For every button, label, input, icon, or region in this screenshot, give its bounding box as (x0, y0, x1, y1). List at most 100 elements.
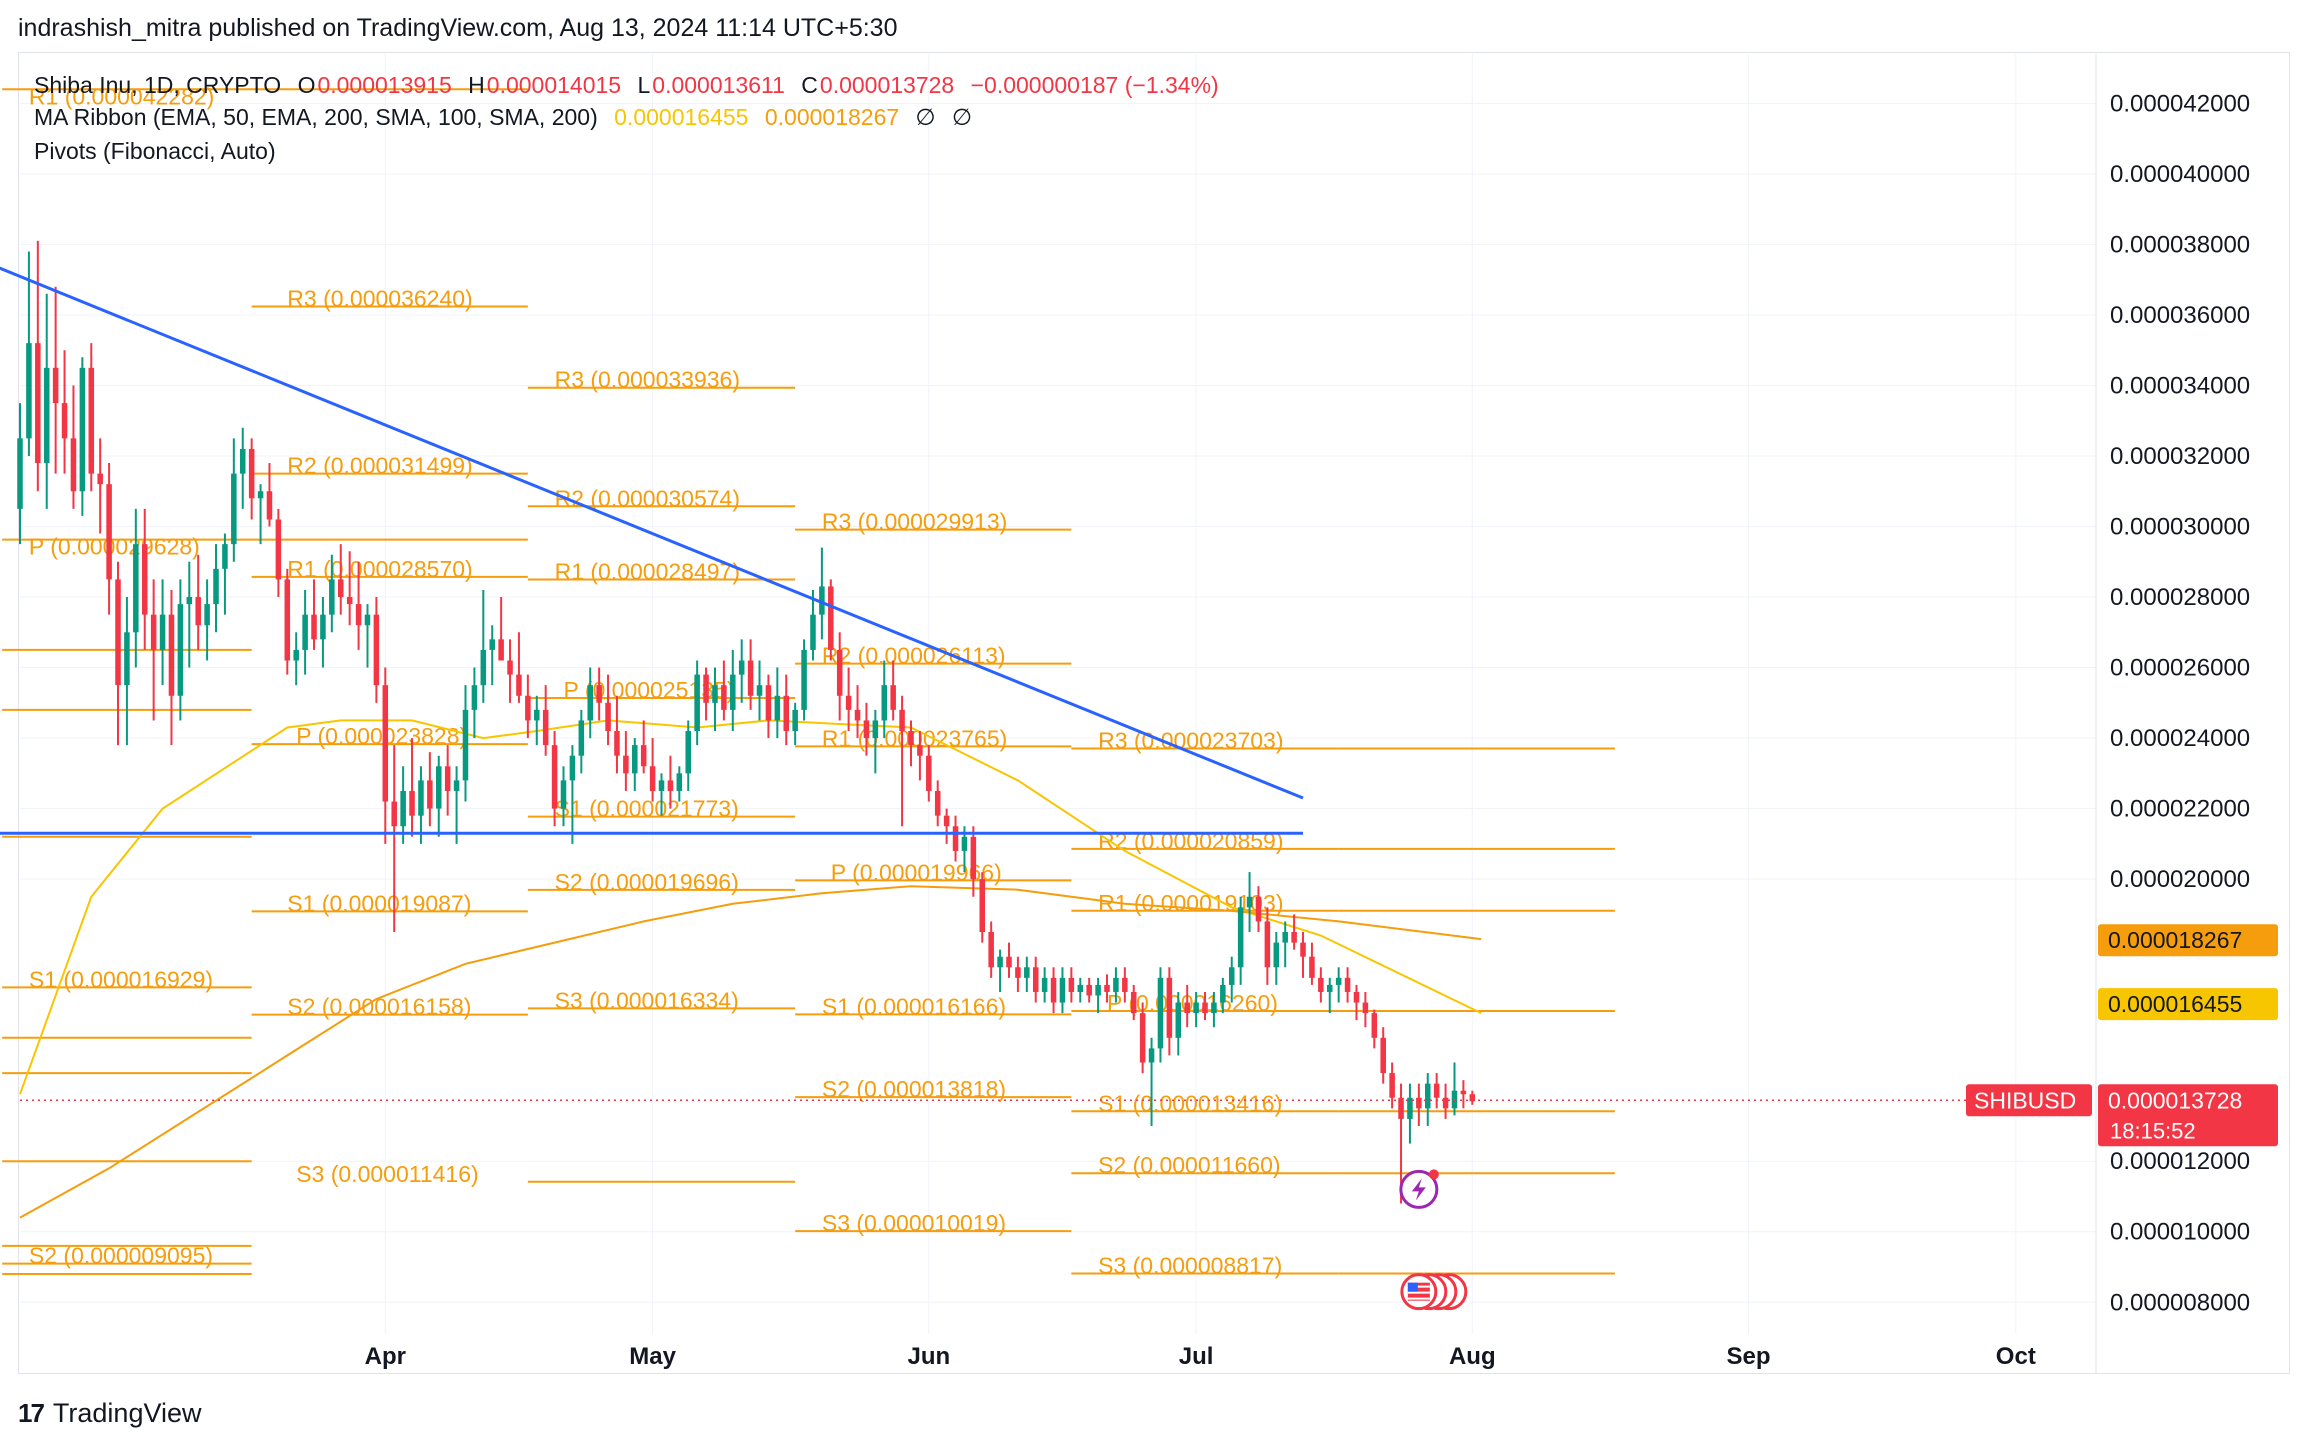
x-tick-label: Jul (1179, 1343, 1214, 1370)
candle-body (854, 709, 861, 721)
candle-body (1291, 932, 1297, 943)
y-tick-label: 0.000020000 (2110, 866, 2250, 893)
us-flag-economic-event-icon[interactable] (1400, 1273, 1468, 1311)
y-tick-label: 0.000010000 (2110, 1219, 2250, 1246)
y-tick-label: 0.000012000 (2110, 1148, 2250, 1175)
candle-body (1202, 1002, 1208, 1014)
candle-body (168, 614, 175, 696)
pivot-level-label: S2 (0.000011660) (1098, 1152, 1280, 1178)
candle-body (551, 745, 558, 809)
candle-body (195, 597, 201, 626)
candle-body (765, 685, 772, 721)
y-tick-label: 0.000038000 (2110, 231, 2250, 258)
candle-body (489, 639, 495, 650)
candle-body (239, 448, 246, 474)
candle-body (1326, 984, 1333, 992)
candle-body (845, 695, 852, 710)
tradingview-footer[interactable]: 17 TradingView (18, 1398, 202, 1429)
lightning-dot (1428, 1169, 1439, 1180)
ma-value-ema200: 0.000018267 (764, 104, 900, 130)
candle-body (1050, 977, 1057, 1003)
candle-body (1184, 1002, 1190, 1014)
candle-body (1157, 977, 1164, 1049)
legend-ma-ribbon[interactable]: MA Ribbon (EMA, 50, EMA, 200, SMA, 100, … (34, 104, 982, 131)
candle-body (694, 674, 700, 732)
ma-ribbon (19, 719, 1482, 1219)
legend-pivots[interactable]: Pivots (Fibonacci, Auto) (34, 138, 286, 165)
candle-body (1389, 1073, 1395, 1098)
candle-body (863, 720, 870, 739)
candle-body (1318, 977, 1324, 992)
legend-change: −0.000000187 (−1.34%) (970, 72, 1219, 98)
candle-body (783, 695, 790, 732)
candle-body (177, 604, 184, 696)
y-tick-label: 0.000008000 (2110, 1289, 2250, 1316)
candle-body (1032, 967, 1039, 992)
candle-body (747, 660, 754, 696)
ema50-line (19, 719, 1482, 1095)
candle-body (1059, 977, 1066, 1003)
x-tick-label: Aug (1449, 1343, 1496, 1370)
pivot-level-label: S1 (0.000019087) (287, 890, 471, 916)
candle-body (17, 438, 23, 509)
lightning-event-icon[interactable] (1399, 1169, 1439, 1209)
candle-body (1255, 896, 1262, 922)
candle-body (329, 579, 335, 615)
candle-body (534, 709, 540, 721)
candle-body (1362, 1002, 1369, 1014)
y-tick-label: 0.000036000 (2110, 302, 2250, 329)
candle-body (115, 579, 121, 686)
candle-body (159, 614, 166, 650)
candle-body (979, 879, 986, 933)
candle-body (373, 614, 380, 686)
candle-body (1335, 977, 1342, 985)
candle-body (658, 780, 665, 791)
pivot-level-label: R1 (0.000028497) (555, 559, 740, 585)
candle-body (1041, 977, 1048, 992)
publisher-line: indrashish_mitra published on TradingVie… (18, 14, 898, 42)
ema200-line (19, 885, 1482, 1219)
candle-body (649, 766, 656, 791)
y-tick-label: 0.000028000 (2110, 584, 2250, 611)
y-tick-label: 0.000032000 (2110, 443, 2250, 470)
candle-body (632, 745, 638, 774)
candle-body (756, 685, 763, 696)
pivot-level-label: S2 (0.000013818) (822, 1076, 1006, 1102)
x-tick-label: Oct (1996, 1343, 2036, 1370)
candle-body (1175, 1002, 1182, 1038)
pivot-level-label: S2 (0.000019696) (555, 869, 739, 895)
candle-body (1264, 921, 1271, 968)
x-axis: Apr May Jun Jul Aug Sep Oct (365, 1343, 2036, 1370)
candle-body (605, 702, 611, 732)
candle-body (801, 649, 807, 710)
pivot-levels: S1 (0.000016929) S2 (0.000009095) P (0.000… (2, 83, 1615, 1278)
candle-body (418, 780, 424, 816)
candle-body (1104, 984, 1110, 992)
candle-body (222, 544, 228, 569)
candle-body (124, 632, 130, 686)
candle-body (70, 438, 77, 492)
candle-body (498, 639, 504, 661)
ma-ribbon-name: MA Ribbon (EMA, 50, EMA, 200, SMA, 100, … (34, 104, 598, 130)
candle-body (872, 720, 879, 739)
candle-body (1460, 1090, 1467, 1095)
candle-body (1309, 956, 1315, 978)
candle-body (1086, 984, 1092, 996)
x-tick-label: Jun (907, 1343, 950, 1370)
symbol-tag-box (1966, 1084, 2092, 1117)
candle-body (43, 367, 50, 464)
candle-body (587, 685, 593, 721)
legend-l-label: L (637, 72, 651, 98)
candle-body (133, 544, 139, 633)
candle-body (97, 473, 103, 485)
candle-body (738, 660, 745, 675)
pivot-level-label: R3 (0.000033936) (555, 367, 740, 393)
pivot-level-label: R1 (0.000019103) (1098, 890, 1283, 916)
candle-body (810, 614, 816, 650)
candle-body (1380, 1037, 1386, 1074)
candle-body (1068, 977, 1075, 992)
pivot-level-label: S3 (0.000008817) (1098, 1252, 1282, 1278)
event-icons (1399, 1169, 1468, 1311)
candle-body (1077, 984, 1084, 992)
